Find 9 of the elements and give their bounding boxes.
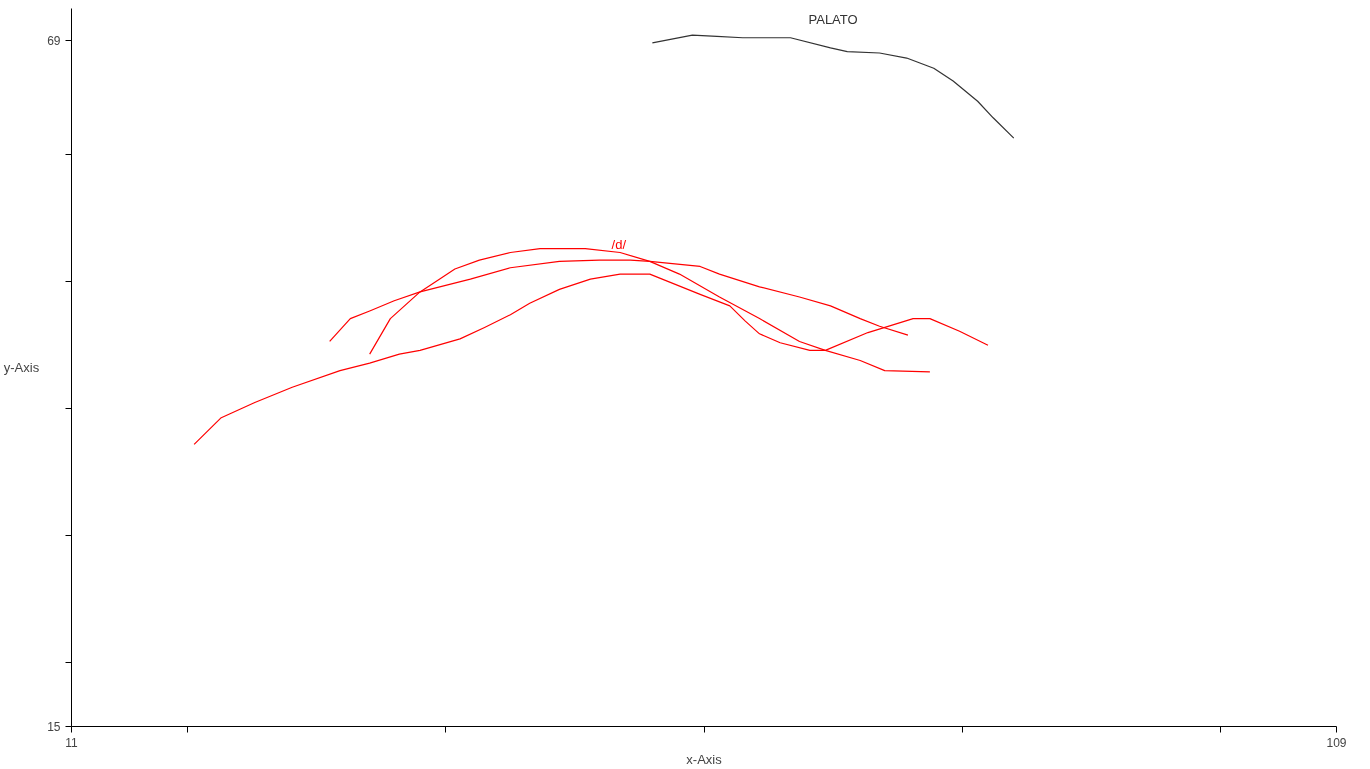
series-label: /d/ bbox=[611, 237, 627, 253]
x-tick-label: 109 bbox=[1326, 735, 1347, 750]
series-label: PALATO bbox=[808, 12, 858, 28]
y-tick-label: 15 bbox=[47, 720, 61, 734]
x-tick-label: 11 bbox=[65, 735, 79, 750]
x-axis-title: x-Axis bbox=[686, 751, 723, 767]
line-series bbox=[651, 34, 1015, 139]
y-axis-title: y-Axis bbox=[3, 360, 40, 375]
y-tick-label: 69 bbox=[47, 33, 61, 48]
